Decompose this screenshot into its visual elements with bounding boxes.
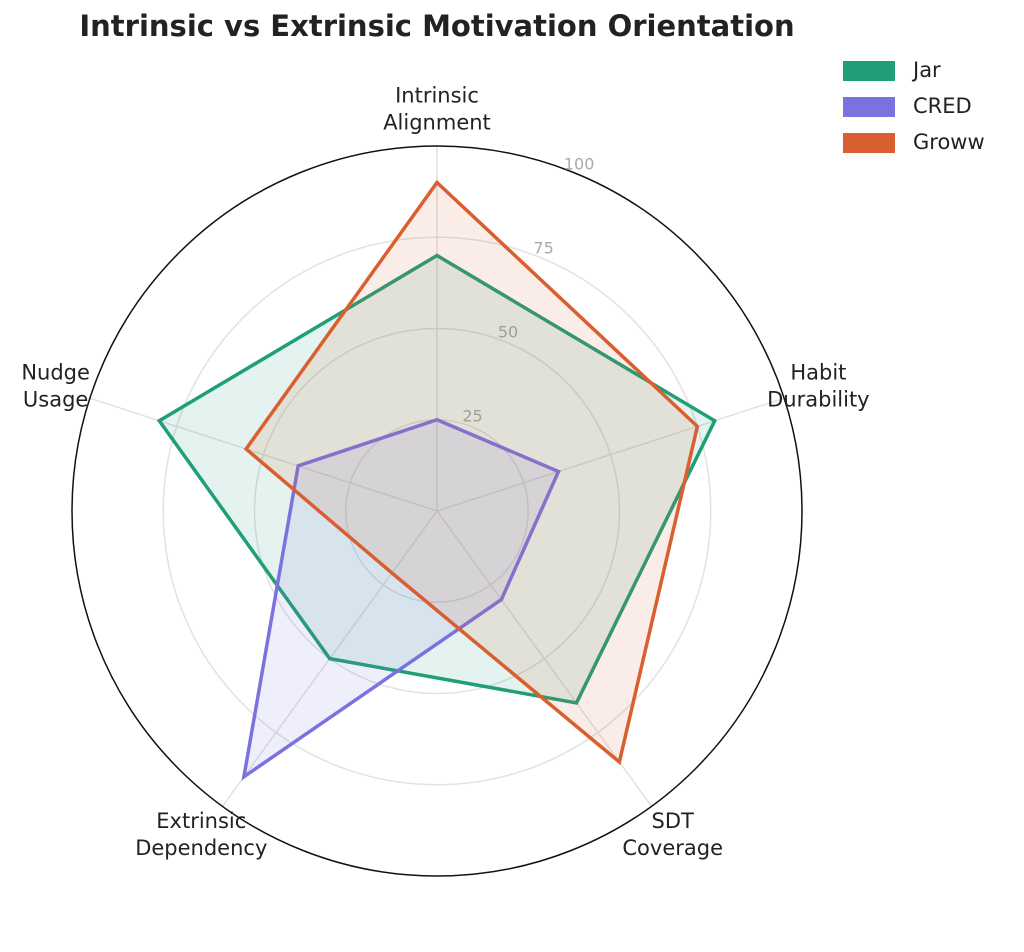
- category-label: Habit Durability: [767, 361, 869, 412]
- grid-circle: [162, 236, 712, 786]
- r-tick-label: 50: [498, 322, 518, 341]
- r-tick-label: 100: [564, 154, 595, 173]
- category-label: Extrinsic Dependency: [135, 809, 267, 860]
- series-area: [159, 255, 715, 703]
- outer-circle: [71, 145, 803, 877]
- chart-title: Intrinsic vs Extrinsic Motivation Orient…: [79, 9, 794, 43]
- legend-swatch: [843, 133, 895, 153]
- r-tick-label: 25: [462, 406, 482, 425]
- legend-label: CRED: [913, 94, 972, 118]
- series-area: [246, 182, 698, 762]
- legend-label: Jar: [911, 58, 941, 82]
- series-line: [156, 253, 717, 705]
- legend-swatch: [843, 97, 895, 117]
- series-area: [243, 419, 559, 777]
- series-line: [243, 179, 700, 766]
- grid-circle: [253, 327, 621, 695]
- legend-label: Groww: [913, 130, 985, 154]
- category-label: Intrinsic Alignment: [383, 84, 491, 135]
- legend-swatch: [843, 61, 895, 81]
- category-label: Nudge Usage: [21, 361, 90, 412]
- r-tick-label: 75: [533, 238, 553, 257]
- category-label: SDT Coverage: [622, 809, 723, 860]
- series-line: [241, 417, 561, 781]
